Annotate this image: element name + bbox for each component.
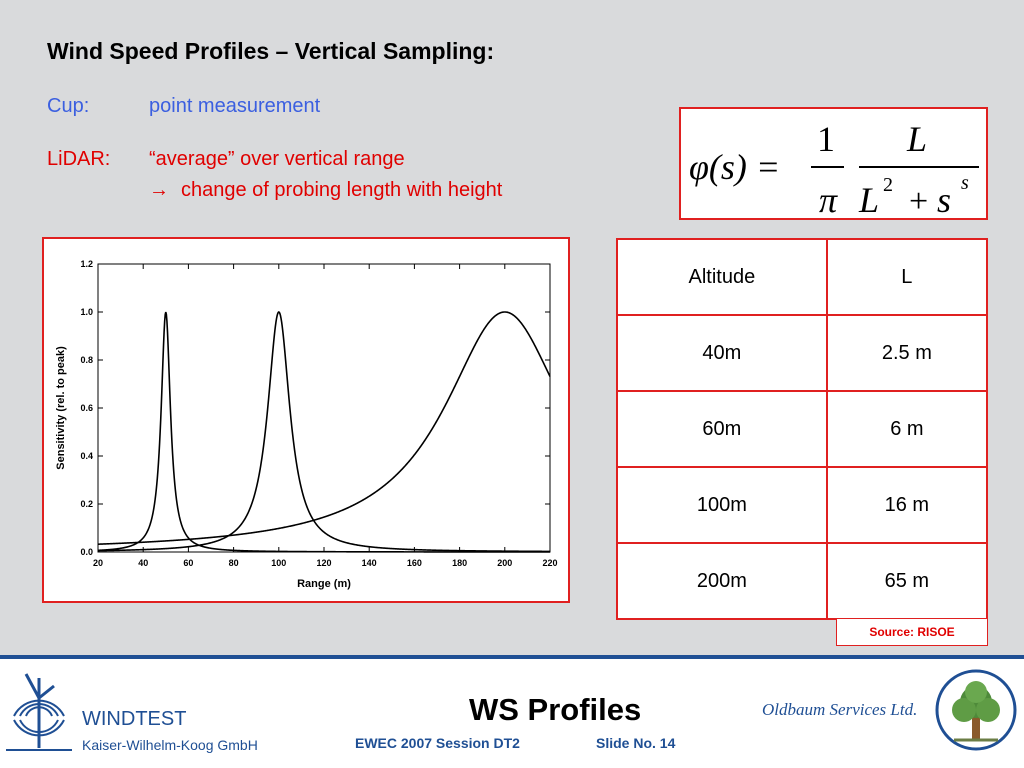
- table-header-altitude: Altitude: [616, 238, 828, 316]
- table-cell-altitude: 200m: [616, 542, 828, 620]
- x-tick-label: 100: [271, 558, 286, 568]
- y-tick-label: 0.8: [80, 355, 93, 365]
- table-cell-l: 2.5 m: [825, 314, 989, 392]
- table-row: 40m 2.5 m: [616, 314, 989, 392]
- cup-label: Cup:: [47, 95, 90, 117]
- table-cell-altitude: 60m: [616, 390, 828, 468]
- x-axis-label: Range (m): [297, 578, 351, 590]
- formula-den-L: L: [858, 180, 879, 220]
- windtest-logo-icon: [6, 673, 72, 751]
- sensitivity-chart: 20 40 60 80 100 120 140 160 180 200 220 0.0 0.2 0.4 0.…: [55, 259, 558, 590]
- formula-numerator-right: L: [906, 119, 927, 159]
- cup-text: point measurement: [149, 95, 321, 117]
- oldbaum-logo-text: Oldbaum Services Ltd.: [762, 700, 918, 719]
- footer-title: WS Profiles: [469, 692, 642, 727]
- x-tick-label: 220: [542, 558, 557, 568]
- series-line-1: [97, 311, 550, 553]
- y-axis-label: Sensitivity (rel. to peak): [55, 346, 67, 470]
- table-header-row: Altitude L: [616, 238, 989, 316]
- source-label: Source: RISOE: [836, 618, 988, 646]
- lidar-text: “average” over vertical range: [149, 148, 405, 170]
- x-tick-label: 200: [497, 558, 512, 568]
- formula-den-exp: 2: [883, 174, 893, 196]
- table-cell-l: 16 m: [825, 466, 989, 544]
- y-tick-label: 0.6: [80, 403, 93, 413]
- plot-frame: [97, 263, 551, 553]
- y-tick-label: 1.2: [80, 259, 93, 269]
- table-cell-altitude: 100m: [616, 466, 828, 544]
- table-row: 100m 16 m: [616, 466, 989, 544]
- x-tick-label: 120: [316, 558, 331, 568]
- formula-den-sexp: s: [961, 172, 969, 194]
- formula-numerator-left: 1: [817, 119, 835, 159]
- x-tick-label: 20: [93, 558, 103, 568]
- table-header-l: L: [825, 238, 989, 316]
- table-row: 60m 6 m: [616, 390, 989, 468]
- x-tick-label: 60: [183, 558, 193, 568]
- lidar-arrow-icon: →: [149, 179, 169, 201]
- formula-box: φ(s) = 1 π L L 2 + s s: [679, 107, 988, 220]
- y-tick-label: 0.4: [80, 451, 93, 461]
- y-tick-label: 0.2: [80, 499, 93, 509]
- altitude-table: Altitude L 40m 2.5 m 60m 6 m 100m 16 m 2…: [616, 238, 989, 620]
- footer-rule: [0, 655, 1024, 659]
- formula-lhs: φ(s) =: [689, 147, 780, 187]
- table-cell-l: 6 m: [825, 390, 989, 468]
- x-tick-label: 180: [452, 558, 467, 568]
- series-line-2: [97, 311, 551, 545]
- lidar-note: change of probing length with height: [181, 179, 503, 201]
- windtest-subtitle: Kaiser-Wilhelm-Koog GmbH: [82, 737, 258, 753]
- table-cell-l: 65 m: [825, 542, 989, 620]
- lidar-label: LiDAR:: [47, 148, 111, 170]
- footer-session: EWEC 2007 Session DT2: [355, 735, 520, 751]
- footer: [0, 655, 1024, 768]
- x-tick-label: 40: [138, 558, 148, 568]
- chart-box: 20 40 60 80 100 120 140 160 180 200 220 0.0 0.2 0.4 0.…: [42, 237, 570, 603]
- formula-svg: φ(s) = 1 π L L 2 + s s: [689, 119, 979, 220]
- formula-den-plus: +: [909, 183, 928, 220]
- table-row: 200m 65 m: [616, 542, 989, 620]
- x-tick-label: 160: [407, 558, 422, 568]
- tree-logo-icon: [935, 669, 1017, 751]
- windtest-name: WINDTEST: [82, 708, 187, 730]
- y-tick-label: 0.0: [80, 547, 93, 557]
- y-tick-label: 1.0: [80, 307, 93, 317]
- series-line-0: [97, 311, 550, 553]
- slide-title: Wind Speed Profiles – Vertical Sampling:: [47, 38, 495, 64]
- formula-denominator-left: π: [819, 180, 838, 220]
- footer-slide-number: Slide No. 14: [596, 735, 676, 751]
- x-tick-label: 140: [362, 558, 377, 568]
- x-tick-label: 80: [229, 558, 239, 568]
- formula-den-s: s: [937, 180, 951, 220]
- table-cell-altitude: 40m: [616, 314, 828, 392]
